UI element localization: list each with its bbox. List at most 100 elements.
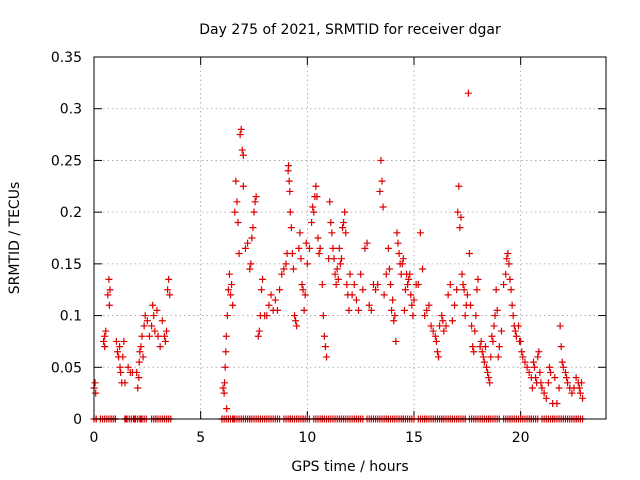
- data-point: [419, 265, 427, 273]
- data-point: [389, 296, 397, 304]
- data-point: [489, 337, 497, 345]
- data-point: [151, 327, 159, 335]
- data-point: [579, 394, 587, 402]
- data-point: [432, 337, 440, 345]
- data-point: [376, 187, 384, 195]
- data-point: [531, 363, 539, 371]
- data-point: [343, 281, 351, 289]
- data-point: [486, 379, 494, 387]
- data-point: [456, 224, 464, 232]
- data-point: [464, 89, 472, 97]
- data-point: [296, 229, 304, 237]
- data-point: [288, 250, 296, 258]
- data-point: [257, 286, 265, 294]
- data-point: [357, 270, 365, 278]
- data-point: [239, 182, 247, 190]
- data-point: [507, 286, 515, 294]
- data-point: [301, 291, 309, 299]
- data-point: [488, 332, 496, 340]
- data-point: [141, 312, 149, 320]
- data-point: [271, 296, 279, 304]
- data-point: [335, 244, 343, 252]
- data-point: [163, 327, 171, 335]
- data-point: [238, 146, 246, 154]
- data-point: [229, 301, 237, 309]
- data-point: [339, 224, 347, 232]
- data-point: [487, 353, 495, 361]
- data-point: [247, 260, 255, 268]
- data-point: [575, 384, 583, 392]
- data-point: [134, 384, 142, 392]
- data-point: [401, 286, 409, 294]
- data-point: [314, 234, 322, 242]
- data-point: [576, 389, 584, 397]
- data-point: [377, 156, 385, 164]
- data-point: [119, 353, 127, 361]
- data-point: [521, 358, 529, 366]
- data-point: [153, 306, 161, 314]
- data-point: [105, 275, 113, 283]
- data-point: [285, 177, 293, 185]
- data-point: [136, 348, 144, 356]
- data-point: [105, 301, 113, 309]
- data-point: [121, 379, 129, 387]
- data-point: [532, 374, 540, 382]
- data-point: [553, 399, 561, 407]
- data-point: [276, 286, 284, 294]
- data-point: [331, 270, 339, 278]
- data-point: [365, 301, 373, 309]
- data-point: [140, 322, 148, 330]
- x-tick-label: 5: [196, 430, 205, 446]
- data-point: [458, 270, 466, 278]
- data-point: [416, 229, 424, 237]
- data-point: [302, 239, 310, 247]
- data-point: [391, 312, 399, 320]
- data-point: [336, 260, 344, 268]
- y-tick-label: 0.2: [60, 205, 82, 221]
- data-point: [286, 208, 294, 216]
- data-point: [233, 198, 241, 206]
- data-point: [446, 281, 454, 289]
- data-point: [410, 296, 418, 304]
- data-point: [555, 384, 563, 392]
- data-point: [506, 275, 514, 283]
- data-point: [439, 317, 447, 325]
- data-point: [273, 306, 281, 314]
- data-point: [469, 343, 477, 351]
- data-point: [390, 317, 398, 325]
- data-point: [112, 337, 120, 345]
- data-point: [463, 291, 471, 299]
- data-point: [278, 270, 286, 278]
- data-point: [547, 368, 555, 376]
- data-point: [352, 296, 360, 304]
- data-point: [220, 389, 228, 397]
- data-point: [254, 332, 262, 340]
- data-point: [320, 332, 328, 340]
- data-point: [309, 203, 317, 211]
- data-point: [310, 208, 318, 216]
- data-point: [467, 301, 475, 309]
- data-point: [249, 224, 257, 232]
- data-point: [537, 379, 545, 387]
- data-point: [345, 306, 353, 314]
- data-point: [511, 327, 519, 335]
- data-point: [224, 286, 232, 294]
- data-point: [337, 255, 345, 263]
- data-point: [495, 343, 503, 351]
- data-point: [222, 332, 230, 340]
- data-point: [508, 301, 516, 309]
- data-point: [407, 291, 415, 299]
- data-point: [519, 353, 527, 361]
- data-point: [536, 368, 544, 376]
- data-point: [405, 275, 413, 283]
- data-point: [504, 250, 512, 258]
- data-point: [477, 337, 485, 345]
- data-point: [380, 291, 388, 299]
- data-point: [451, 301, 459, 309]
- data-point: [551, 374, 559, 382]
- data-point: [234, 218, 242, 226]
- data-point: [540, 389, 548, 397]
- data-point: [223, 405, 231, 413]
- data-point: [431, 332, 439, 340]
- data-point: [225, 270, 233, 278]
